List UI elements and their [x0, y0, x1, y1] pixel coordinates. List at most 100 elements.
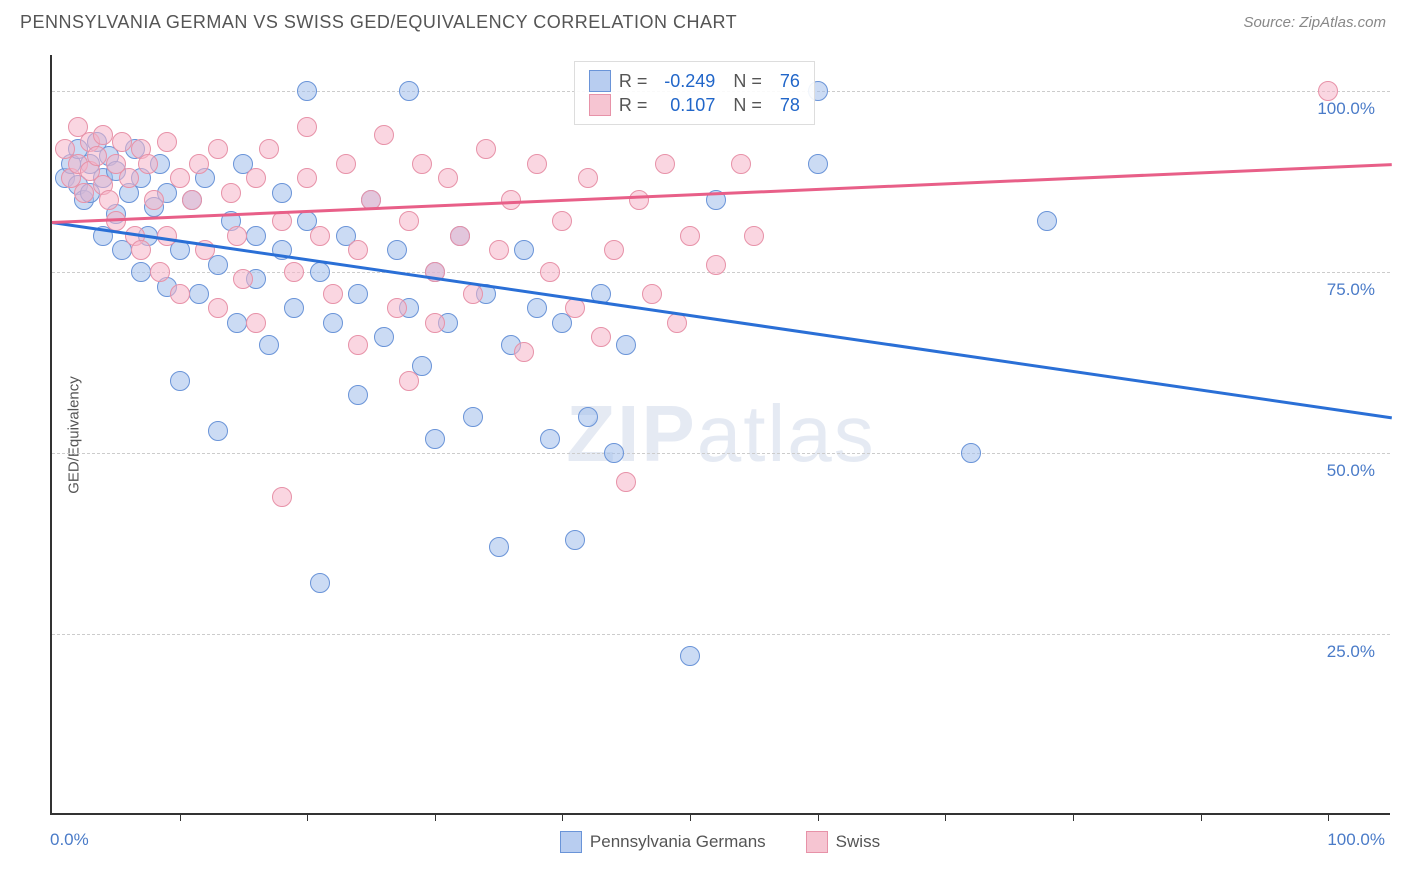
- scatter-point: [259, 139, 279, 159]
- scatter-point: [348, 284, 368, 304]
- scatter-point: [731, 154, 751, 174]
- scatter-point: [284, 262, 304, 282]
- scatter-point: [144, 190, 164, 210]
- scatter-point: [259, 335, 279, 355]
- x-tick: [690, 813, 691, 821]
- legend-swatch: [806, 831, 828, 853]
- scatter-point: [150, 262, 170, 282]
- scatter-point: [93, 125, 113, 145]
- scatter-point: [399, 211, 419, 231]
- scatter-point: [552, 211, 572, 231]
- scatter-point: [629, 190, 649, 210]
- x-tick: [818, 813, 819, 821]
- x-tick: [1201, 813, 1202, 821]
- scatter-point: [655, 154, 675, 174]
- scatter-point: [1037, 211, 1057, 231]
- x-tick: [435, 813, 436, 821]
- scatter-point: [74, 183, 94, 203]
- scatter-point: [642, 284, 662, 304]
- scatter-point: [501, 190, 521, 210]
- stat-r-value: 0.107: [655, 95, 715, 116]
- scatter-point: [189, 284, 209, 304]
- scatter-point: [131, 262, 151, 282]
- scatter-point: [348, 240, 368, 260]
- stats-row: R =0.107N =78: [589, 94, 800, 116]
- y-tick-label: 50.0%: [1327, 461, 1375, 481]
- scatter-point: [221, 183, 241, 203]
- y-tick-label: 75.0%: [1327, 280, 1375, 300]
- x-tick: [1073, 813, 1074, 821]
- chart-title: PENNSYLVANIA GERMAN VS SWISS GED/EQUIVAL…: [20, 12, 737, 33]
- scatter-point: [387, 298, 407, 318]
- scatter-point: [131, 240, 151, 260]
- scatter-point: [297, 81, 317, 101]
- scatter-point: [272, 183, 292, 203]
- gridline: [52, 634, 1390, 635]
- y-tick-label: 100.0%: [1317, 99, 1375, 119]
- scatter-point: [961, 443, 981, 463]
- scatter-point: [514, 240, 534, 260]
- scatter-point: [99, 190, 119, 210]
- scatter-point: [284, 298, 304, 318]
- stat-r-label: R =: [619, 95, 648, 116]
- legend-label: Swiss: [836, 832, 880, 852]
- stats-box: R =-0.249N =76R =0.107N =78: [574, 61, 815, 125]
- scatter-point: [387, 240, 407, 260]
- stat-n-label: N =: [733, 71, 762, 92]
- scatter-point: [489, 240, 509, 260]
- scatter-point: [246, 168, 266, 188]
- scatter-point: [310, 226, 330, 246]
- chart-area: GED/Equivalency ZIPatlas 25.0%50.0%75.0%…: [50, 55, 1390, 815]
- scatter-point: [565, 298, 585, 318]
- scatter-point: [425, 429, 445, 449]
- scatter-point: [348, 335, 368, 355]
- scatter-point: [399, 371, 419, 391]
- scatter-point: [399, 81, 419, 101]
- legend-swatch: [560, 831, 582, 853]
- scatter-point: [170, 168, 190, 188]
- scatter-point: [540, 262, 560, 282]
- scatter-point: [591, 327, 611, 347]
- scatter-point: [323, 284, 343, 304]
- scatter-point: [808, 154, 828, 174]
- scatter-point: [514, 342, 534, 362]
- scatter-point: [227, 226, 247, 246]
- scatter-point: [310, 573, 330, 593]
- scatter-point: [310, 262, 330, 282]
- legend-swatch: [589, 70, 611, 92]
- scatter-point: [578, 168, 598, 188]
- scatter-point: [680, 226, 700, 246]
- scatter-point: [208, 139, 228, 159]
- legend-item: Swiss: [806, 831, 880, 853]
- watermark: ZIPatlas: [566, 388, 875, 480]
- scatter-point: [527, 298, 547, 318]
- scatter-point: [374, 125, 394, 145]
- x-tick: [1328, 813, 1329, 821]
- scatter-point: [616, 335, 636, 355]
- scatter-point: [87, 146, 107, 166]
- scatter-point: [450, 226, 470, 246]
- scatter-point: [170, 284, 190, 304]
- scatter-point: [233, 269, 253, 289]
- scatter-point: [208, 421, 228, 441]
- scatter-point: [227, 313, 247, 333]
- scatter-point: [246, 226, 266, 246]
- y-tick-label: 25.0%: [1327, 642, 1375, 662]
- scatter-point: [189, 154, 209, 174]
- scatter-point: [138, 154, 158, 174]
- plot-region: ZIPatlas 25.0% 50.0% 75.0% 100.0% R =-0.249N…: [50, 55, 1390, 815]
- scatter-point: [706, 255, 726, 275]
- scatter-point: [1318, 81, 1338, 101]
- scatter-point: [336, 154, 356, 174]
- scatter-point: [604, 443, 624, 463]
- scatter-point: [374, 327, 394, 347]
- scatter-point: [616, 472, 636, 492]
- stats-row: R =-0.249N =76: [589, 70, 800, 92]
- scatter-point: [297, 117, 317, 137]
- legend-item: Pennsylvania Germans: [560, 831, 766, 853]
- x-tick: [180, 813, 181, 821]
- x-tick: [562, 813, 563, 821]
- scatter-point: [425, 313, 445, 333]
- bottom-legend: Pennsylvania Germans Swiss: [50, 831, 1390, 853]
- scatter-point: [476, 139, 496, 159]
